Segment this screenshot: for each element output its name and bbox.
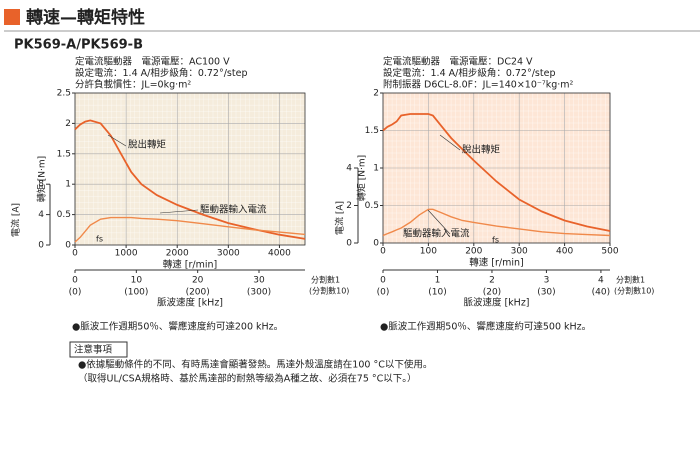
x-tick-label: 100 <box>420 247 437 257</box>
annotation: 驅動器輸入電流 <box>200 204 267 216</box>
chart-note: ●脈波工作週期50％、響應速度約可達500 kHz。 <box>380 321 591 333</box>
y2-tick-label: 0 <box>346 239 352 249</box>
y-tick-label: 1.5 <box>57 149 71 159</box>
x2-tick-label: 2 <box>489 276 495 286</box>
series-line <box>74 119 306 240</box>
y-tick-label: 0.5 <box>57 210 71 220</box>
leader-line <box>107 134 127 147</box>
y2-axis-label: 電流 [A] <box>334 201 346 235</box>
series-line <box>382 113 611 232</box>
x2-note: 分割數1 <box>311 275 340 285</box>
x-axis-label: 轉速 [r/min] <box>163 259 217 271</box>
x2-tick-label: 30 <box>253 276 265 286</box>
x2-axis-label: 脈波速度 [kHz] <box>463 297 529 309</box>
x2-tick-label-div10: (20) <box>483 288 501 298</box>
notes-line: ●依據驅動條件的不同、有時馬達會顯著發熱。馬達外殼溫度請在100 °C以下使用。 <box>78 359 432 371</box>
x2-tick-label: 1 <box>435 276 441 286</box>
x-tick-label: 3000 <box>217 249 240 259</box>
plot-frame <box>382 92 611 244</box>
x2-tick-label: 3 <box>544 276 550 286</box>
y2-tick-label: 2 <box>346 201 352 211</box>
annotation: 驅動器輸入電流 <box>403 228 470 240</box>
y-tick-label: 1.5 <box>365 126 379 136</box>
y-tick-label: 0 <box>373 239 379 249</box>
y-tick-label: 1 <box>65 180 71 190</box>
x-tick-label: 2000 <box>166 249 189 259</box>
x2-note: (分割數10) <box>614 286 654 296</box>
y-axis-label: 轉矩 [N·m] <box>356 155 368 201</box>
y-tick-label: 2.5 <box>57 89 71 99</box>
x2-tick-label-div10: (0) <box>377 288 390 298</box>
title-icon <box>4 9 20 25</box>
notes-heading: 注意事項 <box>74 344 113 356</box>
notes-line: （取得UL/CSA規格時、基於馬達部的耐熱等級為A種之故、必須在75 °C以下。… <box>78 373 417 385</box>
y-tick-label: 2 <box>373 89 379 99</box>
annotation: fs <box>96 235 103 244</box>
annotation: 脫出轉矩 <box>462 144 501 156</box>
x2-tick-label-div10: (100) <box>124 288 148 298</box>
x2-tick-label-div10: (40) <box>592 288 610 298</box>
x2-tick-label: 4 <box>598 276 604 286</box>
x2-axis-label: 脈波速度 [kHz] <box>157 297 223 309</box>
x2-note: 分割數1 <box>616 275 645 285</box>
annotation: 脫出轉矩 <box>128 139 167 151</box>
spec-line: 設定電流：1.4 A/相步級角：0.72°/step <box>75 67 247 79</box>
x-tick-label: 500 <box>601 247 618 257</box>
series-line <box>74 216 306 243</box>
y2-axis-label: 電流 [A] <box>10 203 22 237</box>
y-tick-label: 1 <box>373 164 379 174</box>
spec-line: 定電流驅動器 電源電壓：AC100 V <box>75 56 230 68</box>
model-name: PK569-A/PK569-B <box>14 38 143 53</box>
x2-tick-label: 0 <box>72 276 78 286</box>
x2-tick-label: 10 <box>131 276 143 286</box>
x2-tick-label: 0 <box>380 276 386 286</box>
annotation: fs <box>492 236 499 245</box>
chart-note: ●脈波工作週期50％、響應速度約可達200 kHz。 <box>72 321 283 333</box>
y-tick-label: 0 <box>65 241 71 251</box>
spec-line: 附制振器 D6CL-8.0F：JL=140×10⁻⁷kg·m² <box>383 79 574 91</box>
x2-tick-label: 20 <box>192 276 204 286</box>
x-axis-label: 轉速 [r/min] <box>469 257 523 269</box>
notes-box <box>69 341 128 358</box>
x-tick-label: 300 <box>511 247 528 257</box>
x-tick-label: 0 <box>72 249 78 259</box>
leader-line <box>159 209 199 214</box>
y-tick-label: 0.5 <box>365 201 379 211</box>
x-tick-label: 200 <box>465 247 482 257</box>
x2-tick-label-div10: (300) <box>247 288 271 298</box>
spec-line: 分許負載慣性：JL=0kg·m² <box>75 79 191 91</box>
x2-tick-label-div10: (30) <box>537 288 555 298</box>
plot-frame <box>74 92 306 246</box>
leader-line <box>439 134 461 151</box>
x-tick-label: 0 <box>380 247 386 257</box>
x2-tick-label-div10: (0) <box>69 288 82 298</box>
page-title: 轉速—轉矩特性 <box>26 7 145 28</box>
y2-tick-label: 8 <box>38 180 44 190</box>
y-axis-label: 轉矩 [N·m] <box>36 156 48 202</box>
x-tick-label: 1000 <box>115 249 138 259</box>
x2-tick-label-div10: (200) <box>186 288 210 298</box>
y2-tick-label: 4 <box>346 164 352 174</box>
leader-line <box>427 209 451 235</box>
series-line <box>382 208 611 237</box>
x2-tick-label-div10: (10) <box>428 288 446 298</box>
x-tick-label: 400 <box>556 247 573 257</box>
y2-tick-label: 4 <box>38 210 44 220</box>
y2-tick-label: 0 <box>38 241 44 251</box>
spec-line: 定電流驅動器 電源電壓：DC24 V <box>383 56 533 68</box>
y-tick-label: 2 <box>65 119 71 129</box>
x2-note: (分割數10) <box>309 286 349 296</box>
spec-line: 設定電流：1.4 A/相步級角：0.72°/step <box>383 67 555 79</box>
x-tick-label: 4000 <box>268 249 291 259</box>
